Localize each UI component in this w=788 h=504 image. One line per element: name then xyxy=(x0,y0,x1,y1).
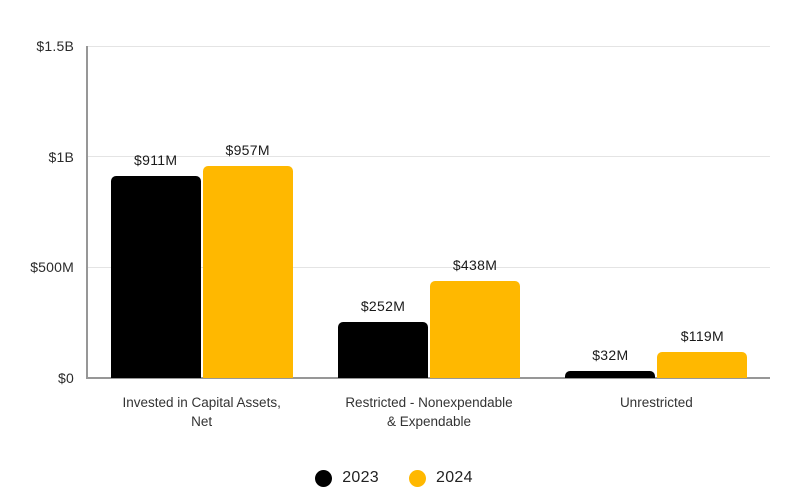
bar-value-label: $438M xyxy=(452,257,498,274)
x-axis-category-label: Restricted - Nonexpendable & Expendable xyxy=(309,393,549,431)
bar-2024-category-1 xyxy=(202,166,293,378)
legend-label-2023: 2023 xyxy=(342,469,379,486)
gridline-500m xyxy=(88,266,770,268)
legend-item-2023[interactable]: 2023 xyxy=(315,469,379,487)
bar-value-label: $32M xyxy=(592,346,629,363)
bar-value-label: $957M xyxy=(225,142,270,159)
bar-value-label: $252M xyxy=(360,298,406,315)
gridline-1b xyxy=(88,156,770,158)
legend-item-2024[interactable]: 2024 xyxy=(409,469,473,487)
bar-value-label: $911M xyxy=(134,152,178,169)
bar-2024-category-3 xyxy=(657,351,748,378)
bar-2023-category-3 xyxy=(565,370,656,378)
gridline-15b xyxy=(88,45,770,47)
bar-2023-category-2 xyxy=(338,322,428,378)
x-axis-category-label-line: Net xyxy=(191,414,213,429)
y-axis-line xyxy=(86,46,88,379)
x-axis-category-label: Invested in Capital Assets, Net xyxy=(82,393,322,431)
x-axis-line xyxy=(86,377,770,379)
x-axis-category-label: Unrestricted xyxy=(536,393,776,412)
legend-swatch-2023 xyxy=(315,469,333,487)
x-axis-category-label-line: Unrestricted xyxy=(619,395,693,410)
y-axis-tick-label: $1B xyxy=(48,148,74,165)
bar-2024-category-2 xyxy=(430,281,520,378)
x-axis-category-label-line: Invested in Capital Assets, xyxy=(122,395,281,410)
bar-2023-category-1 xyxy=(110,176,201,378)
x-axis-category-label-line: & Expendable xyxy=(386,414,472,429)
x-axis-category-label-line: Restricted - Nonexpendable xyxy=(345,395,513,410)
y-axis-tick-label: $500M xyxy=(30,259,74,276)
legend: 2023 2024 xyxy=(0,469,788,487)
legend-label-2024: 2024 xyxy=(436,469,473,486)
y-axis-tick-label: $1.5B xyxy=(36,38,74,54)
legend-swatch-2024 xyxy=(409,469,426,487)
y-axis-tick-label: $0 xyxy=(58,370,74,386)
bar-value-label: $119M xyxy=(680,327,724,344)
